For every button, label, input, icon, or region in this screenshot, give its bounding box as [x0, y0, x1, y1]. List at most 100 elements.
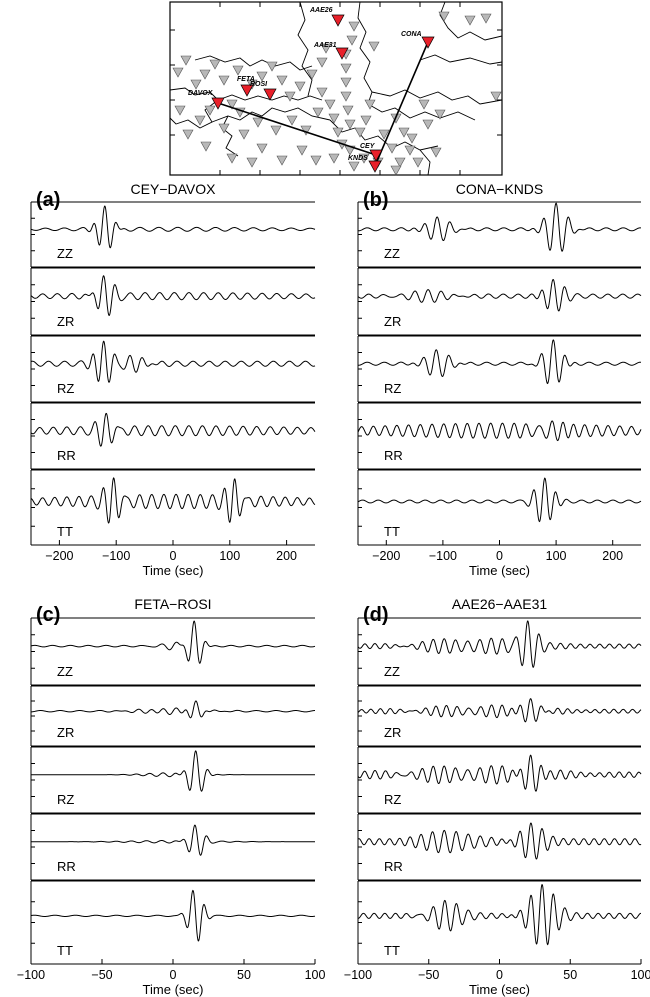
x-tick-label: 200	[602, 549, 623, 563]
x-tick-label: 100	[305, 968, 326, 982]
station-marker	[324, 99, 336, 110]
country-border	[357, 1, 373, 105]
x-tick-label: 100	[631, 968, 650, 982]
panel-title: FETA−ROSI	[134, 596, 211, 612]
trace-box-zz: ZZ	[357, 617, 642, 686]
country-border	[419, 54, 503, 65]
x-tick-label: 0	[170, 549, 177, 563]
x-tick-label: −200	[45, 549, 73, 563]
component-label: ZZ	[57, 246, 73, 261]
waveform-rr	[30, 412, 316, 447]
component-label: ZR	[384, 314, 401, 329]
station-marker	[310, 155, 322, 166]
station-marker	[312, 107, 324, 118]
station-marker	[190, 79, 202, 90]
panel-title: CEY−DAVOX	[131, 181, 217, 197]
station-marker	[328, 113, 340, 124]
station-marker	[276, 155, 288, 166]
country-border	[217, 94, 323, 101]
x-axis-label: Time (sec)	[143, 982, 204, 997]
station-marker	[320, 43, 332, 54]
station-marker	[340, 91, 352, 102]
station-marker	[296, 145, 308, 156]
trace-box-tt: TT	[30, 469, 316, 546]
country-border	[371, 89, 503, 105]
station-marker	[418, 99, 430, 110]
station-marker-aae31	[335, 47, 349, 60]
station-marker	[218, 123, 230, 134]
trace-box-zr: ZR	[357, 267, 642, 336]
station-marker	[246, 157, 258, 168]
station-marker	[404, 145, 416, 156]
x-tick-label: 0	[170, 968, 177, 982]
station-marker	[342, 105, 354, 116]
station-label-cey: CEY	[360, 143, 376, 150]
station-label-davox: DAVOX	[188, 90, 214, 97]
station-marker	[346, 35, 358, 46]
country-border	[169, 87, 219, 129]
waveform-rz	[357, 339, 642, 385]
station-marker	[378, 129, 390, 140]
station-marker	[172, 67, 184, 78]
trace-box-rr: RR	[30, 813, 315, 881]
component-label: ZR	[57, 725, 74, 740]
trace-box-zz: ZZ	[30, 617, 316, 686]
component-label: TT	[57, 524, 73, 539]
component-label: RZ	[57, 381, 74, 396]
waveform-zr	[30, 700, 316, 719]
station-label-cona: CONA	[401, 31, 422, 38]
station-label-rosi: ROSI	[250, 81, 268, 88]
station-marker	[209, 59, 221, 70]
station-marker	[422, 119, 434, 130]
station-marker	[328, 153, 340, 164]
station-marker	[238, 129, 250, 140]
trace-box-rz: RZ	[30, 746, 315, 814]
waveform-rz	[30, 340, 316, 383]
station-marker	[276, 75, 288, 86]
x-tick-label: −200	[372, 549, 400, 563]
station-marker	[360, 115, 372, 126]
x-axis-label: Time (sec)	[469, 982, 530, 997]
path-cona-knds	[374, 41, 429, 167]
trace-box-rz: RZ	[30, 335, 316, 403]
x-tick-label: 50	[237, 968, 251, 982]
station-marker	[430, 147, 442, 158]
country-border	[367, 103, 476, 121]
trace-box-rr: RR	[357, 402, 642, 470]
station-marker	[412, 157, 424, 168]
x-tick-label: −100	[17, 968, 45, 982]
x-tick-label: 200	[276, 549, 297, 563]
map-frame	[169, 1, 503, 176]
trace-box-rz: RZ	[357, 335, 642, 403]
component-label: RZ	[384, 792, 401, 807]
x-tick-label: 0	[496, 968, 503, 982]
x-tick-label: −100	[344, 968, 372, 982]
trace-box-tt: TT	[30, 880, 316, 965]
station-marker	[490, 91, 502, 102]
station-marker	[182, 129, 194, 140]
x-axis-label: Time (sec)	[143, 563, 204, 578]
country-border	[329, 119, 439, 151]
x-tick-label: −100	[429, 549, 457, 563]
x-tick-label: −50	[418, 968, 439, 982]
x-tick-label: 50	[563, 968, 577, 982]
component-label: TT	[384, 943, 400, 958]
panel-d: (d) AAE26−AAE31 ZZ ZR RZ RR TT −100 −50 0 50 100 Tim…	[344, 596, 650, 997]
station-marker-aae26	[331, 14, 345, 27]
trace-box-tt: TT	[357, 880, 641, 965]
station-marker	[232, 65, 244, 76]
station-marker	[270, 125, 282, 136]
path-cey-davox	[217, 102, 377, 156]
country-border	[194, 55, 313, 71]
station-marker	[246, 79, 258, 90]
station-marker	[286, 115, 298, 126]
station-label-feta: FETA	[237, 76, 255, 83]
waveform-zz	[30, 620, 316, 664]
station-marker	[204, 105, 216, 116]
country-border	[419, 149, 431, 176]
station-marker	[344, 119, 356, 130]
station-marker-cona	[421, 36, 435, 49]
waveform-rz	[357, 754, 642, 792]
waveform-zr	[30, 275, 316, 317]
